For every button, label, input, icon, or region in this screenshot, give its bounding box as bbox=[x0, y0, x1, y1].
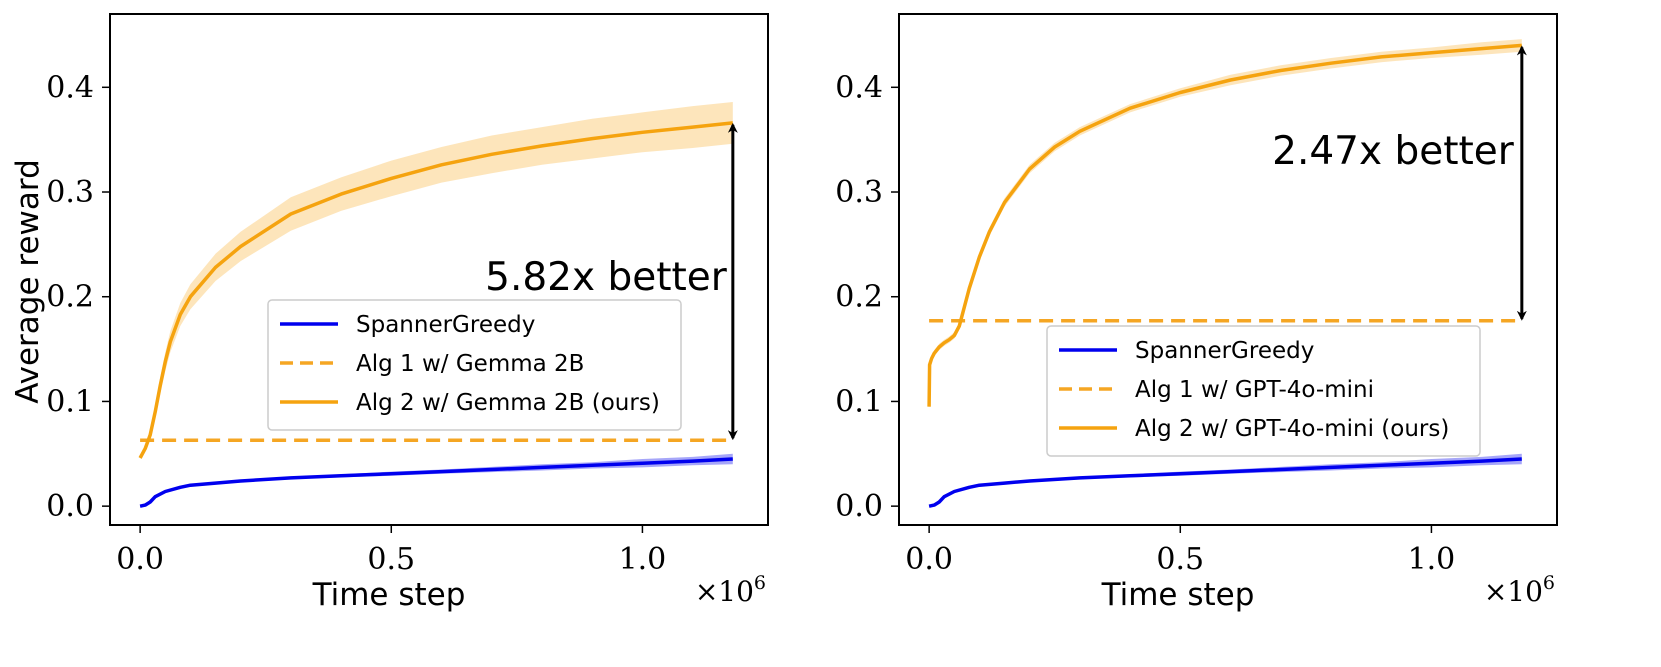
left-improvement-label: 5.82x better bbox=[485, 255, 728, 300]
y-tick-label: 0.2 bbox=[46, 280, 94, 315]
series-line-2 bbox=[927, 43, 1522, 407]
x-tick-label: 0.0 bbox=[905, 542, 953, 577]
right-legend-box bbox=[1046, 325, 1481, 457]
right-x-axis-label: Time step bbox=[1101, 577, 1255, 613]
right-x-multiplier: ×106 bbox=[1484, 572, 1555, 608]
x-tick-label: 1.0 bbox=[1408, 542, 1456, 577]
right-plot-frame bbox=[898, 13, 1558, 526]
x-tick-label: 1.0 bbox=[619, 542, 667, 577]
y-tick-label: 0.0 bbox=[46, 489, 94, 524]
x-tick-label: 0.0 bbox=[116, 542, 164, 577]
left-legend-label-alg1: Alg 1 w/ Gemma 2B bbox=[356, 351, 584, 377]
right-legend: SpannerGreedy Alg 1 w/ GPT-4o-mini Alg 2… bbox=[1046, 325, 1481, 457]
y-tick-label: 0.4 bbox=[835, 70, 883, 105]
right-legend-label-spannergreedy: SpannerGreedy bbox=[1135, 338, 1314, 364]
right-legend-label-alg2: Alg 2 w/ GPT-4o-mini (ours) bbox=[1135, 416, 1449, 442]
left-legend-label-spannergreedy: SpannerGreedy bbox=[356, 312, 535, 338]
x-tick-label: 0.5 bbox=[1156, 542, 1204, 577]
y-tick-label: 0.1 bbox=[46, 384, 94, 419]
series-line-0 bbox=[928, 457, 1522, 508]
y-tick-label: 0.3 bbox=[46, 175, 94, 210]
series-band-2 bbox=[140, 102, 733, 458]
left-legend-label-alg2: Alg 2 w/ Gemma 2B (ours) bbox=[356, 390, 660, 416]
left-x-axis-label: Time step bbox=[312, 577, 466, 613]
y-tick-label: 0.1 bbox=[835, 384, 883, 419]
x-tick-label: 0.5 bbox=[367, 542, 415, 577]
left-chart-panel: 5.82x better 0.0 0.5 1.0 0.0 0.1 0.2 0.3 0.4 Ti… bbox=[10, 13, 769, 613]
left-legend: SpannerGreedy Alg 1 w/ Gemma 2B Alg 2 w/… bbox=[267, 299, 682, 431]
left-x-multiplier: ×106 bbox=[695, 572, 766, 608]
y-tick-label: 0.2 bbox=[835, 280, 883, 315]
left-legend-box bbox=[267, 299, 682, 431]
left-y-axis-label: Average reward bbox=[10, 159, 46, 404]
y-tick-label: 0.4 bbox=[46, 70, 94, 105]
series-line-2 bbox=[138, 121, 733, 459]
y-tick-label: 0.0 bbox=[835, 489, 883, 524]
series-line-0 bbox=[139, 457, 733, 508]
right-legend-label-alg1: Alg 1 w/ GPT-4o-mini bbox=[1135, 377, 1374, 403]
right-chart-panel: 2.47x better 0.0 0.5 1.0 0.0 0.1 0.2 0.3 0.4 Ti… bbox=[835, 13, 1558, 613]
left-plot-frame bbox=[109, 13, 769, 526]
right-improvement-label: 2.47x better bbox=[1272, 129, 1515, 174]
y-tick-label: 0.3 bbox=[835, 175, 883, 210]
